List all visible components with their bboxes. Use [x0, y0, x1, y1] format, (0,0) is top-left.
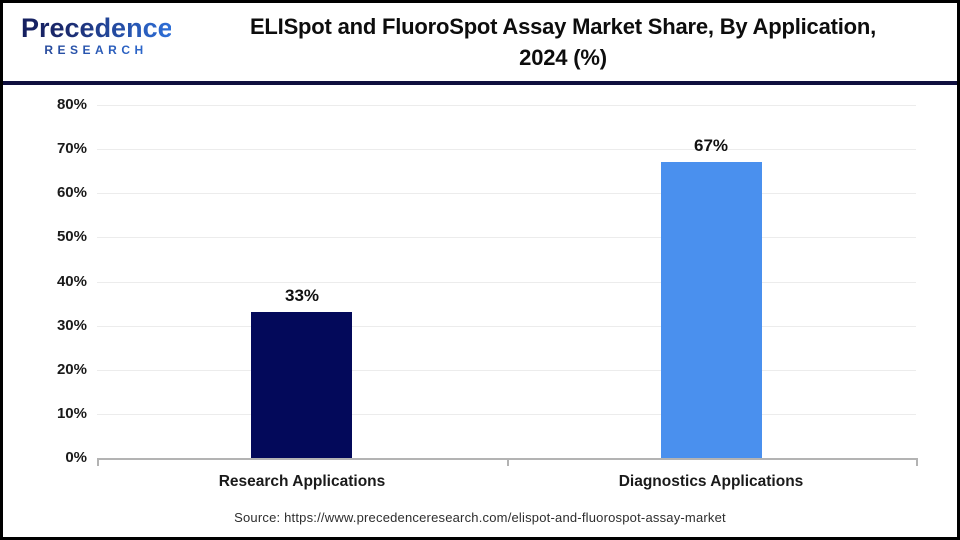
gridline-40%	[97, 282, 916, 283]
y-axis-tick-label: 10%	[56, 405, 87, 422]
x-axis-category-label: Diagnostics Applications	[618, 473, 804, 490]
gridline-60%	[97, 193, 916, 194]
bar-diagnostics-applications	[661, 162, 762, 458]
chart-title-line-2: 2024 (%)	[519, 45, 607, 70]
bar-value-label: 33%	[284, 286, 320, 305]
gridline-20%	[97, 370, 916, 371]
x-axis-tick-mark	[916, 458, 918, 466]
y-axis-tick-label: 30%	[56, 317, 87, 334]
chart-title: ELISpot and FluoroSpot Assay Market Shar…	[173, 3, 953, 81]
header-divider	[3, 81, 957, 85]
bar-chart-plot-area: 0% 10% 20% 30% 40% 50% 60% 70% 80% 33% Research Ap…	[3, 85, 957, 537]
bar-value-label: 67%	[693, 136, 729, 155]
gridline-10%	[97, 414, 916, 415]
gridline-80%	[97, 105, 916, 106]
y-axis-tick-label: 40%	[56, 273, 87, 290]
y-axis-tick-label: 80%	[56, 96, 87, 113]
x-axis-tick-mark	[507, 458, 509, 466]
y-axis-tick-label: 50%	[56, 228, 87, 245]
x-axis-category-label: Research Applications	[218, 473, 386, 490]
x-axis-tick-mark	[97, 458, 99, 466]
y-axis-tick-label: 70%	[56, 140, 87, 157]
precedence-research-logo: Precedence RESEARCH	[21, 13, 173, 58]
bar-research-applications	[251, 312, 352, 458]
x-axis-line	[97, 458, 916, 460]
logo-wordmark: Precedence	[21, 13, 173, 43]
source-attribution: Source: https://www.precedenceresearch.c…	[234, 510, 726, 525]
y-axis-tick-label: 20%	[56, 361, 87, 378]
gridline-30%	[97, 326, 916, 327]
y-axis-tick-label: 60%	[56, 184, 87, 201]
chart-title-line-1: ELISpot and FluoroSpot Assay Market Shar…	[249, 14, 877, 39]
gridline-50%	[97, 237, 916, 238]
gridline-70%	[97, 149, 916, 150]
y-axis-tick-label: 0%	[65, 449, 87, 466]
logo-subtitle: RESEARCH	[21, 42, 171, 58]
chart-header: Precedence RESEARCH ELISpot and FluoroSp…	[3, 3, 957, 81]
